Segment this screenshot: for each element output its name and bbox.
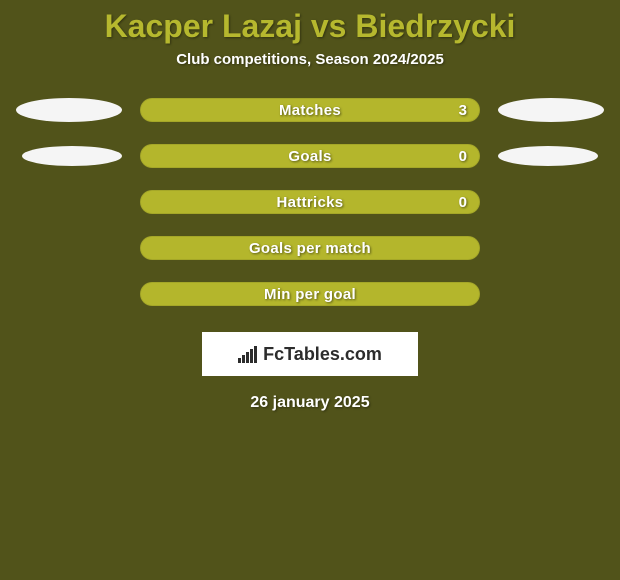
stat-row: Matches 3	[0, 98, 620, 122]
stat-label: Hattricks	[277, 194, 344, 211]
stat-value: 3	[459, 102, 467, 119]
stat-bar: Goals 0	[140, 144, 480, 168]
stat-row: Hattricks 0	[0, 190, 620, 214]
comparison-card: Kacper Lazaj vs Biedrzycki Club competit…	[0, 0, 620, 580]
stat-bar: Min per goal	[140, 282, 480, 306]
stats-list: Matches 3 Goals 0 Hattricks 0 Goals per match M…	[0, 98, 620, 306]
spacer	[22, 192, 122, 212]
spacer	[22, 284, 122, 304]
stat-bar: Matches 3	[140, 98, 480, 122]
page-title: Kacper Lazaj vs Biedrzycki	[0, 0, 620, 45]
stat-value: 0	[459, 194, 467, 211]
spacer	[498, 284, 598, 304]
stat-bar: Hattricks 0	[140, 190, 480, 214]
stat-label: Goals	[288, 148, 331, 165]
stat-row: Goals per match	[0, 236, 620, 260]
spacer	[498, 238, 598, 258]
brand-logo: FcTables.com	[202, 332, 418, 376]
bar-chart-icon	[238, 345, 257, 363]
stat-label: Min per goal	[264, 286, 356, 303]
stat-row: Goals 0	[0, 144, 620, 168]
stat-bar: Goals per match	[140, 236, 480, 260]
subtitle: Club competitions, Season 2024/2025	[0, 51, 620, 68]
spacer	[22, 238, 122, 258]
brand-text: FcTables.com	[263, 344, 382, 365]
stat-row: Min per goal	[0, 282, 620, 306]
stat-value: 0	[459, 148, 467, 165]
player-right-oval	[498, 146, 598, 166]
player-left-oval	[16, 98, 122, 122]
stat-label: Goals per match	[249, 240, 371, 257]
snapshot-date: 26 january 2025	[0, 394, 620, 412]
player-left-oval	[22, 146, 122, 166]
player-right-oval	[498, 98, 604, 122]
spacer	[498, 192, 598, 212]
stat-label: Matches	[279, 102, 341, 119]
